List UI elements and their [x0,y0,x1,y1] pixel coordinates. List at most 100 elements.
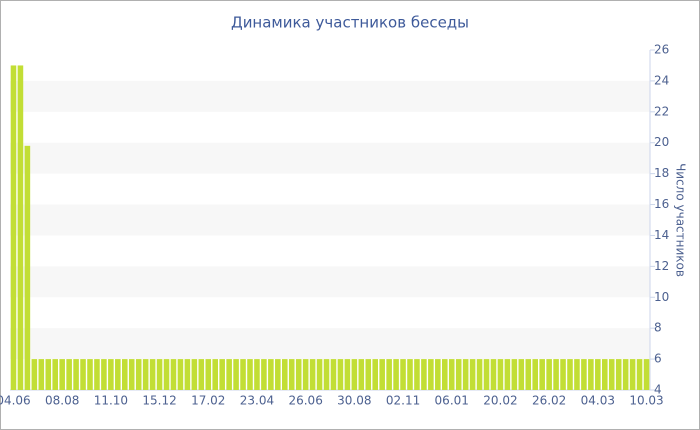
bar [330,359,337,390]
bar [386,359,392,390]
bar [490,359,497,390]
bar [38,359,45,390]
bar [511,359,518,390]
x-tick-label: 10.03 [629,394,663,408]
bar [525,359,532,390]
bar [80,359,86,390]
bar [135,359,142,390]
bar [17,65,24,391]
bar [421,359,427,390]
x-tick-label: 26.02 [532,394,566,408]
y-axis-title: Число участников [674,163,688,277]
bar [191,359,198,390]
bar [31,359,38,390]
bar [476,359,483,390]
bar [504,359,511,390]
bar [268,359,274,390]
bar [365,359,372,390]
bar [546,359,552,390]
bar [435,359,441,390]
bar [205,359,212,390]
bar [261,359,267,390]
bar [128,359,135,390]
bar [483,359,490,390]
bar [122,359,128,390]
bar [24,145,31,390]
y-tick-label: 20 [654,135,669,149]
bar [282,359,288,390]
bar [45,359,52,390]
bar [240,359,246,390]
y-tick-label: 6 [654,352,662,366]
bar [156,359,163,390]
x-tick-label: 04.06 [0,394,31,408]
bar [170,359,177,390]
bar [108,359,114,390]
bar [198,359,205,390]
bar [400,359,406,390]
bar [553,359,559,390]
x-tick-label: 02.11 [386,394,420,408]
bar [379,359,385,390]
bar [288,359,295,390]
bar [219,359,225,390]
bar [10,65,17,391]
x-tick-label: 23.04 [240,394,274,408]
bar [581,359,587,390]
bar [636,359,643,390]
bar [337,359,344,390]
bar [629,359,636,390]
y-tick-label: 22 [654,104,669,118]
y-tick-label: 26 [654,43,669,57]
bar [226,359,232,390]
x-tick-label: 06.01 [435,394,469,408]
bar [615,359,622,390]
bar [602,359,608,390]
bar [254,359,260,390]
bar [295,359,302,390]
y-tick-label: 18 [654,166,669,180]
bar [532,359,538,390]
x-tick-label: 26.06 [288,394,322,408]
bar [595,359,601,390]
y-tick-label: 14 [654,228,669,242]
bar [588,359,594,390]
bar [101,359,107,390]
bar [149,359,156,390]
y-tick-label: 12 [654,259,669,273]
bar [275,359,281,390]
bar [539,359,545,390]
x-tick-label: 20.02 [483,394,517,408]
bar [414,359,420,390]
bar [442,359,448,390]
chart-title: Динамика участников беседы [231,14,469,32]
bar [94,359,100,390]
bar [59,359,65,390]
y-tick-label: 24 [654,73,669,87]
bar [393,359,399,390]
bar [309,359,316,390]
bar [518,359,525,390]
bar [66,359,72,390]
bar [87,359,93,390]
bar [233,359,239,390]
x-tick-label: 15.12 [142,394,176,408]
bar [622,359,629,390]
bar [184,359,191,390]
x-tick-label: 04.03 [581,394,615,408]
y-tick-label: 8 [654,321,662,335]
bar [428,359,434,390]
bar [462,359,469,390]
bar [247,359,253,390]
bar [73,359,79,390]
bar [344,359,351,390]
grid-band [10,142,650,174]
bar [643,359,650,390]
bar [358,359,365,390]
bar [351,359,358,390]
bar [407,359,413,390]
bar [115,359,121,390]
x-tick-label: 17.02 [191,394,225,408]
